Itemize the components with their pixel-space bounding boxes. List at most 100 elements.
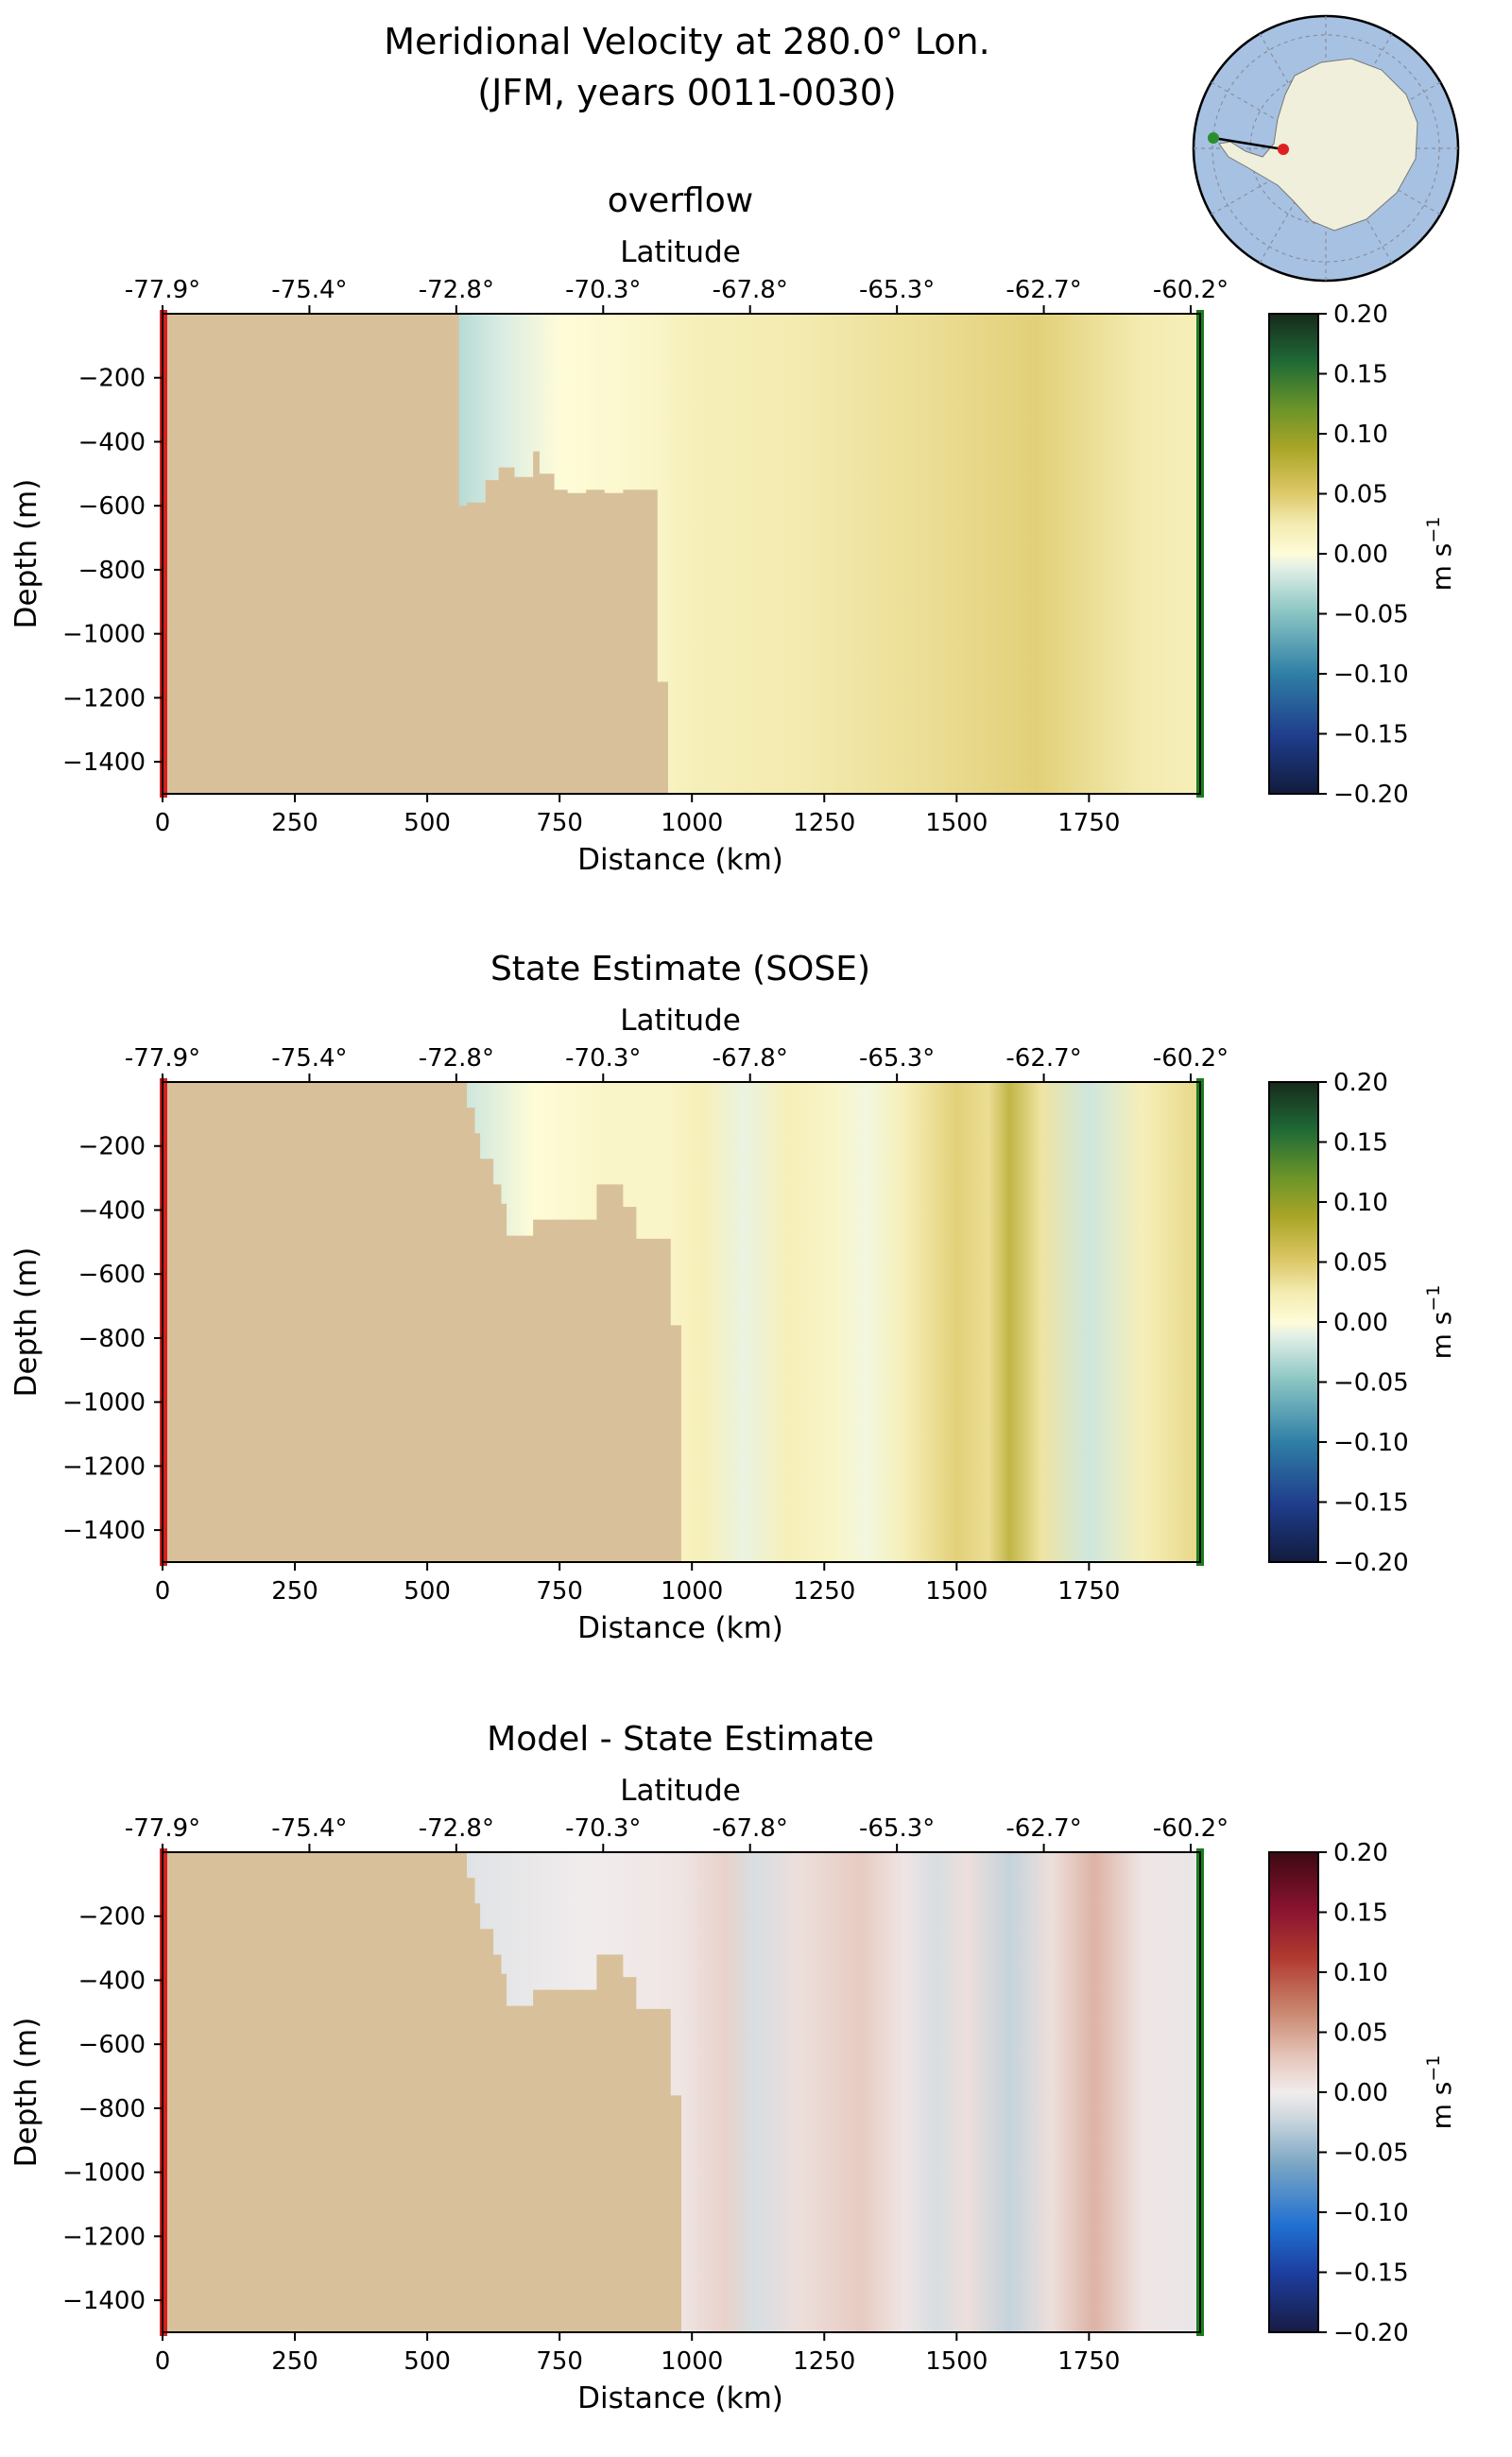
panel-2: State Estimate (SOSE) Latitude -77.9° -75.4…	[9, 950, 1457, 1645]
colorbar-label-exponent: −1	[1423, 2055, 1444, 2082]
top-tick-label: -67.8°	[713, 276, 788, 304]
colorbar-tick-label: 0.20	[1333, 1839, 1388, 1867]
x-tick-label: 1000	[661, 809, 723, 837]
top-tick-label: -65.3°	[859, 1814, 935, 1843]
y-tick-label: −1200	[62, 1452, 146, 1481]
y-tick-label: −1400	[62, 748, 146, 777]
top-tick-label: -62.7°	[1005, 1814, 1081, 1843]
colorbar-tick-label: −0.15	[1333, 721, 1409, 749]
y-tick-label: −200	[78, 1133, 146, 1161]
antarctica-landmass	[1218, 58, 1418, 232]
x-tick-label: 750	[536, 809, 583, 837]
panel-3: Model - State Estimate Latitude -77.9° -75.…	[9, 1720, 1457, 2415]
x-tick-label: 500	[404, 1577, 451, 1606]
plot-frame	[162, 313, 1201, 795]
x-tick-label: 750	[536, 2347, 583, 2376]
x-tick-label: 1750	[1057, 2347, 1120, 2376]
top-tick-label: -77.9°	[125, 1044, 200, 1073]
antarctica-inset-map	[1192, 14, 1460, 283]
y-tick-label: −1200	[62, 684, 146, 713]
colorbar-tick-label: 0.00	[1333, 1309, 1388, 1337]
top-tick-label: -77.9°	[125, 1814, 200, 1843]
plot-frame	[162, 1851, 1201, 2333]
y-tick-label: −800	[78, 2095, 146, 2123]
x-tick-label: 1000	[661, 2347, 723, 2376]
y-tick-label: −1000	[62, 621, 146, 649]
top-tick-label: -72.8°	[419, 276, 494, 304]
colorbar-label: m s−1	[1423, 2055, 1457, 2130]
top-tick-label: -70.3°	[565, 1044, 641, 1073]
top-tick-label: -62.7°	[1005, 276, 1081, 304]
x-tick-label: 1750	[1057, 1577, 1120, 1606]
y-tick-label: −400	[78, 1196, 146, 1225]
y-tick-label: −800	[78, 557, 146, 585]
colorbar-tick-label: −0.05	[1333, 2139, 1409, 2168]
y-tick-label: −200	[78, 1903, 146, 1932]
colorbar-tick-label: 0.20	[1333, 301, 1388, 329]
y-tick-label: −1000	[62, 1389, 146, 1418]
colorbar-tick-label: −0.05	[1333, 1369, 1409, 1398]
colorbar-tick-label: −0.20	[1333, 781, 1409, 809]
panel-title: Model - State Estimate	[487, 1720, 874, 1759]
x-tick-label: 500	[404, 809, 451, 837]
top-tick-label: -75.4°	[271, 276, 347, 304]
x-tick-label: 1750	[1057, 809, 1120, 837]
panel-title: State Estimate (SOSE)	[490, 950, 870, 988]
y-tick-label: −600	[78, 2031, 146, 2059]
top-tick-label: -60.2°	[1153, 1044, 1228, 1073]
top-tick-label: -75.4°	[271, 1044, 347, 1073]
top-tick-label: -62.7°	[1005, 1044, 1081, 1073]
x-tick-label: 1250	[793, 1577, 855, 1606]
x-tick-label: 500	[404, 2347, 451, 2376]
colorbar-tick-label: −0.15	[1333, 1489, 1409, 1518]
top-tick-label: -67.8°	[713, 1814, 788, 1843]
colorbar-tick-label: −0.20	[1333, 1549, 1409, 1577]
colorbar-tick-label: 0.20	[1333, 1069, 1388, 1097]
colorbar-tick-label: 0.10	[1333, 421, 1388, 449]
seafloor-bathymetry	[163, 314, 668, 794]
colorbar-tick-label: 0.05	[1333, 1249, 1388, 1278]
top-tick-label: -70.3°	[565, 276, 641, 304]
colorbar-tick-label: 0.10	[1333, 1959, 1388, 1987]
top-tick-label: -60.2°	[1153, 1814, 1228, 1843]
colorbar-label: m s−1	[1423, 1285, 1457, 1360]
colorbar-label-unit: m s	[1426, 2082, 1457, 2130]
top-tick-label: -70.3°	[565, 1814, 641, 1843]
x-axis-label: Distance (km)	[577, 2381, 783, 2415]
x-tick-label: 750	[536, 1577, 583, 1606]
panel-1: overflow Latitude -77.9° -75.4° -72.8° -70.3°…	[9, 181, 1457, 877]
top-axis-label: Latitude	[620, 1774, 741, 1808]
y-axis-label: Depth (m)	[9, 479, 43, 629]
y-tick-label: −600	[78, 492, 146, 521]
figure-title-line-1: Meridional Velocity at 280.0° Lon.	[384, 21, 989, 62]
colorbar-tick-label: 0.15	[1333, 1129, 1388, 1158]
top-tick-label: -72.8°	[419, 1044, 494, 1073]
x-tick-label: 250	[271, 2347, 318, 2376]
x-axis-label: Distance (km)	[577, 1611, 783, 1645]
x-tick-label: 1000	[661, 1577, 723, 1606]
colorbar-tick-label: 0.10	[1333, 1189, 1388, 1217]
seafloor-bathymetry	[163, 1852, 681, 2332]
top-tick-label: -60.2°	[1153, 276, 1228, 304]
seafloor-bathymetry	[163, 1082, 681, 1562]
y-tick-label: −1200	[62, 2223, 146, 2251]
colorbar-label-exponent: −1	[1423, 1285, 1444, 1312]
y-tick-label: −400	[78, 428, 146, 456]
figure-title-line-2: (JFM, years 0011-0030)	[477, 72, 896, 113]
top-tick-label: -65.3°	[859, 276, 935, 304]
colorbar-tick-label: −0.20	[1333, 2319, 1409, 2347]
colorbar-tick-label: −0.15	[1333, 2259, 1409, 2288]
colorbar-tick-label: 0.00	[1333, 2079, 1388, 2107]
x-tick-label: 250	[271, 1577, 318, 1606]
x-axis-label: Distance (km)	[577, 843, 783, 877]
x-tick-label: 0	[155, 1577, 171, 1606]
top-tick-label: -65.3°	[859, 1044, 935, 1073]
colorbar-tick-label: 0.05	[1333, 2019, 1388, 2048]
colorbar	[1268, 1081, 1319, 1563]
transect-line	[1212, 136, 1284, 151]
colorbar-label: m s−1	[1423, 517, 1457, 592]
colorbar-tick-label: −0.10	[1333, 661, 1409, 689]
top-tick-label: -77.9°	[125, 276, 200, 304]
y-tick-label: −1000	[62, 2159, 146, 2188]
colorbar-tick-label: 0.00	[1333, 541, 1388, 569]
